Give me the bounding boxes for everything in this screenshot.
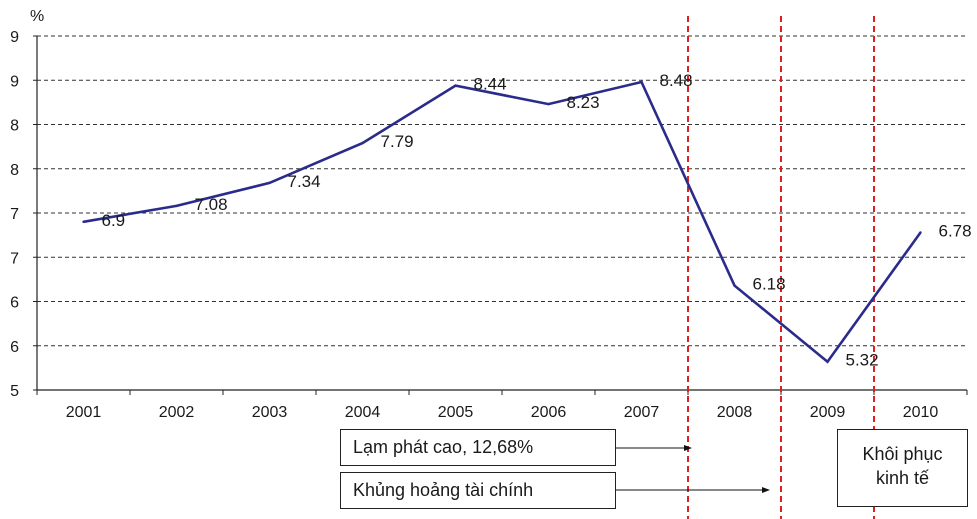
data-label: 7.79 xyxy=(381,132,414,151)
y-tick-label: 6 xyxy=(10,295,19,312)
data-point xyxy=(82,220,85,224)
data-label: 5.32 xyxy=(846,351,879,370)
data-label: 7.08 xyxy=(195,195,228,214)
recovery-annotation-line1: Khôi phục xyxy=(862,444,943,464)
inflation-annotation: Lạm phát cao, 12,68% xyxy=(340,429,616,466)
data-label: 6.78 xyxy=(939,221,972,240)
data-point xyxy=(361,141,364,145)
series-line xyxy=(83,80,922,364)
data-label: 7.34 xyxy=(288,172,321,191)
data-label: 8.23 xyxy=(567,93,600,112)
x-tick-label: 2010 xyxy=(903,404,939,421)
crisis-arrow-head xyxy=(762,487,770,493)
data-point xyxy=(268,181,271,185)
y-tick-labels: 5 6 6 7 7 8 8 9 9 xyxy=(10,29,19,400)
recovery-annotation: Khôi phục kinh tế xyxy=(837,429,968,507)
data-point xyxy=(919,231,922,234)
y-tick-label: 8 xyxy=(10,162,19,179)
annotation-arrows xyxy=(616,445,770,493)
x-tick-label: 2002 xyxy=(159,404,195,421)
series-growth xyxy=(82,80,922,364)
y-axis-label: % xyxy=(30,8,44,25)
data-point xyxy=(175,204,178,208)
x-tick-label: 2004 xyxy=(345,404,381,421)
event-marker-lines xyxy=(687,16,875,519)
x-tick-labels: 2001 2002 2003 2004 2005 2006 2007 2008 2009 2010 xyxy=(36,390,968,421)
x-tick-label: 2006 xyxy=(531,404,567,421)
x-tick-label: 2009 xyxy=(810,404,846,421)
crisis-annotation: Khủng hoảng tài chính xyxy=(340,472,616,509)
y-tick-label: 7 xyxy=(10,250,19,267)
y-tick-label: 9 xyxy=(10,29,19,46)
y-tick-label: 5 xyxy=(10,383,19,400)
inflation-annotation-text: Lạm phát cao, 12,68% xyxy=(353,437,534,457)
y-tick-label: 8 xyxy=(10,118,19,135)
data-point xyxy=(547,102,550,106)
data-label: 6.9 xyxy=(102,211,126,230)
y-tick-label: 9 xyxy=(10,73,19,90)
recovery-annotation-line2: kinh tế xyxy=(875,468,930,488)
inflation-arrow-head xyxy=(684,445,692,451)
data-point xyxy=(733,284,736,287)
x-tick-label: 2007 xyxy=(624,404,660,421)
data-label: 6.18 xyxy=(753,275,786,294)
x-tick-label: 2005 xyxy=(438,404,474,421)
y-tick-label: 7 xyxy=(10,206,19,223)
data-label: 8.44 xyxy=(474,75,507,94)
y-tick-label: 6 xyxy=(10,339,19,356)
data-labels: 6.9 7.08 7.34 7.79 8.44 8.23 8.48 6.18 5.32 6.78 xyxy=(102,71,972,370)
x-tick-label: 2003 xyxy=(252,404,288,421)
data-label: 8.48 xyxy=(660,71,693,90)
x-tick-label: 2001 xyxy=(66,404,102,421)
data-point xyxy=(826,360,829,363)
data-point xyxy=(454,84,457,87)
x-tick-label: 2008 xyxy=(717,404,753,421)
crisis-annotation-text: Khủng hoảng tài chính xyxy=(353,480,534,500)
data-point xyxy=(640,80,643,84)
grid-lines xyxy=(33,35,967,391)
